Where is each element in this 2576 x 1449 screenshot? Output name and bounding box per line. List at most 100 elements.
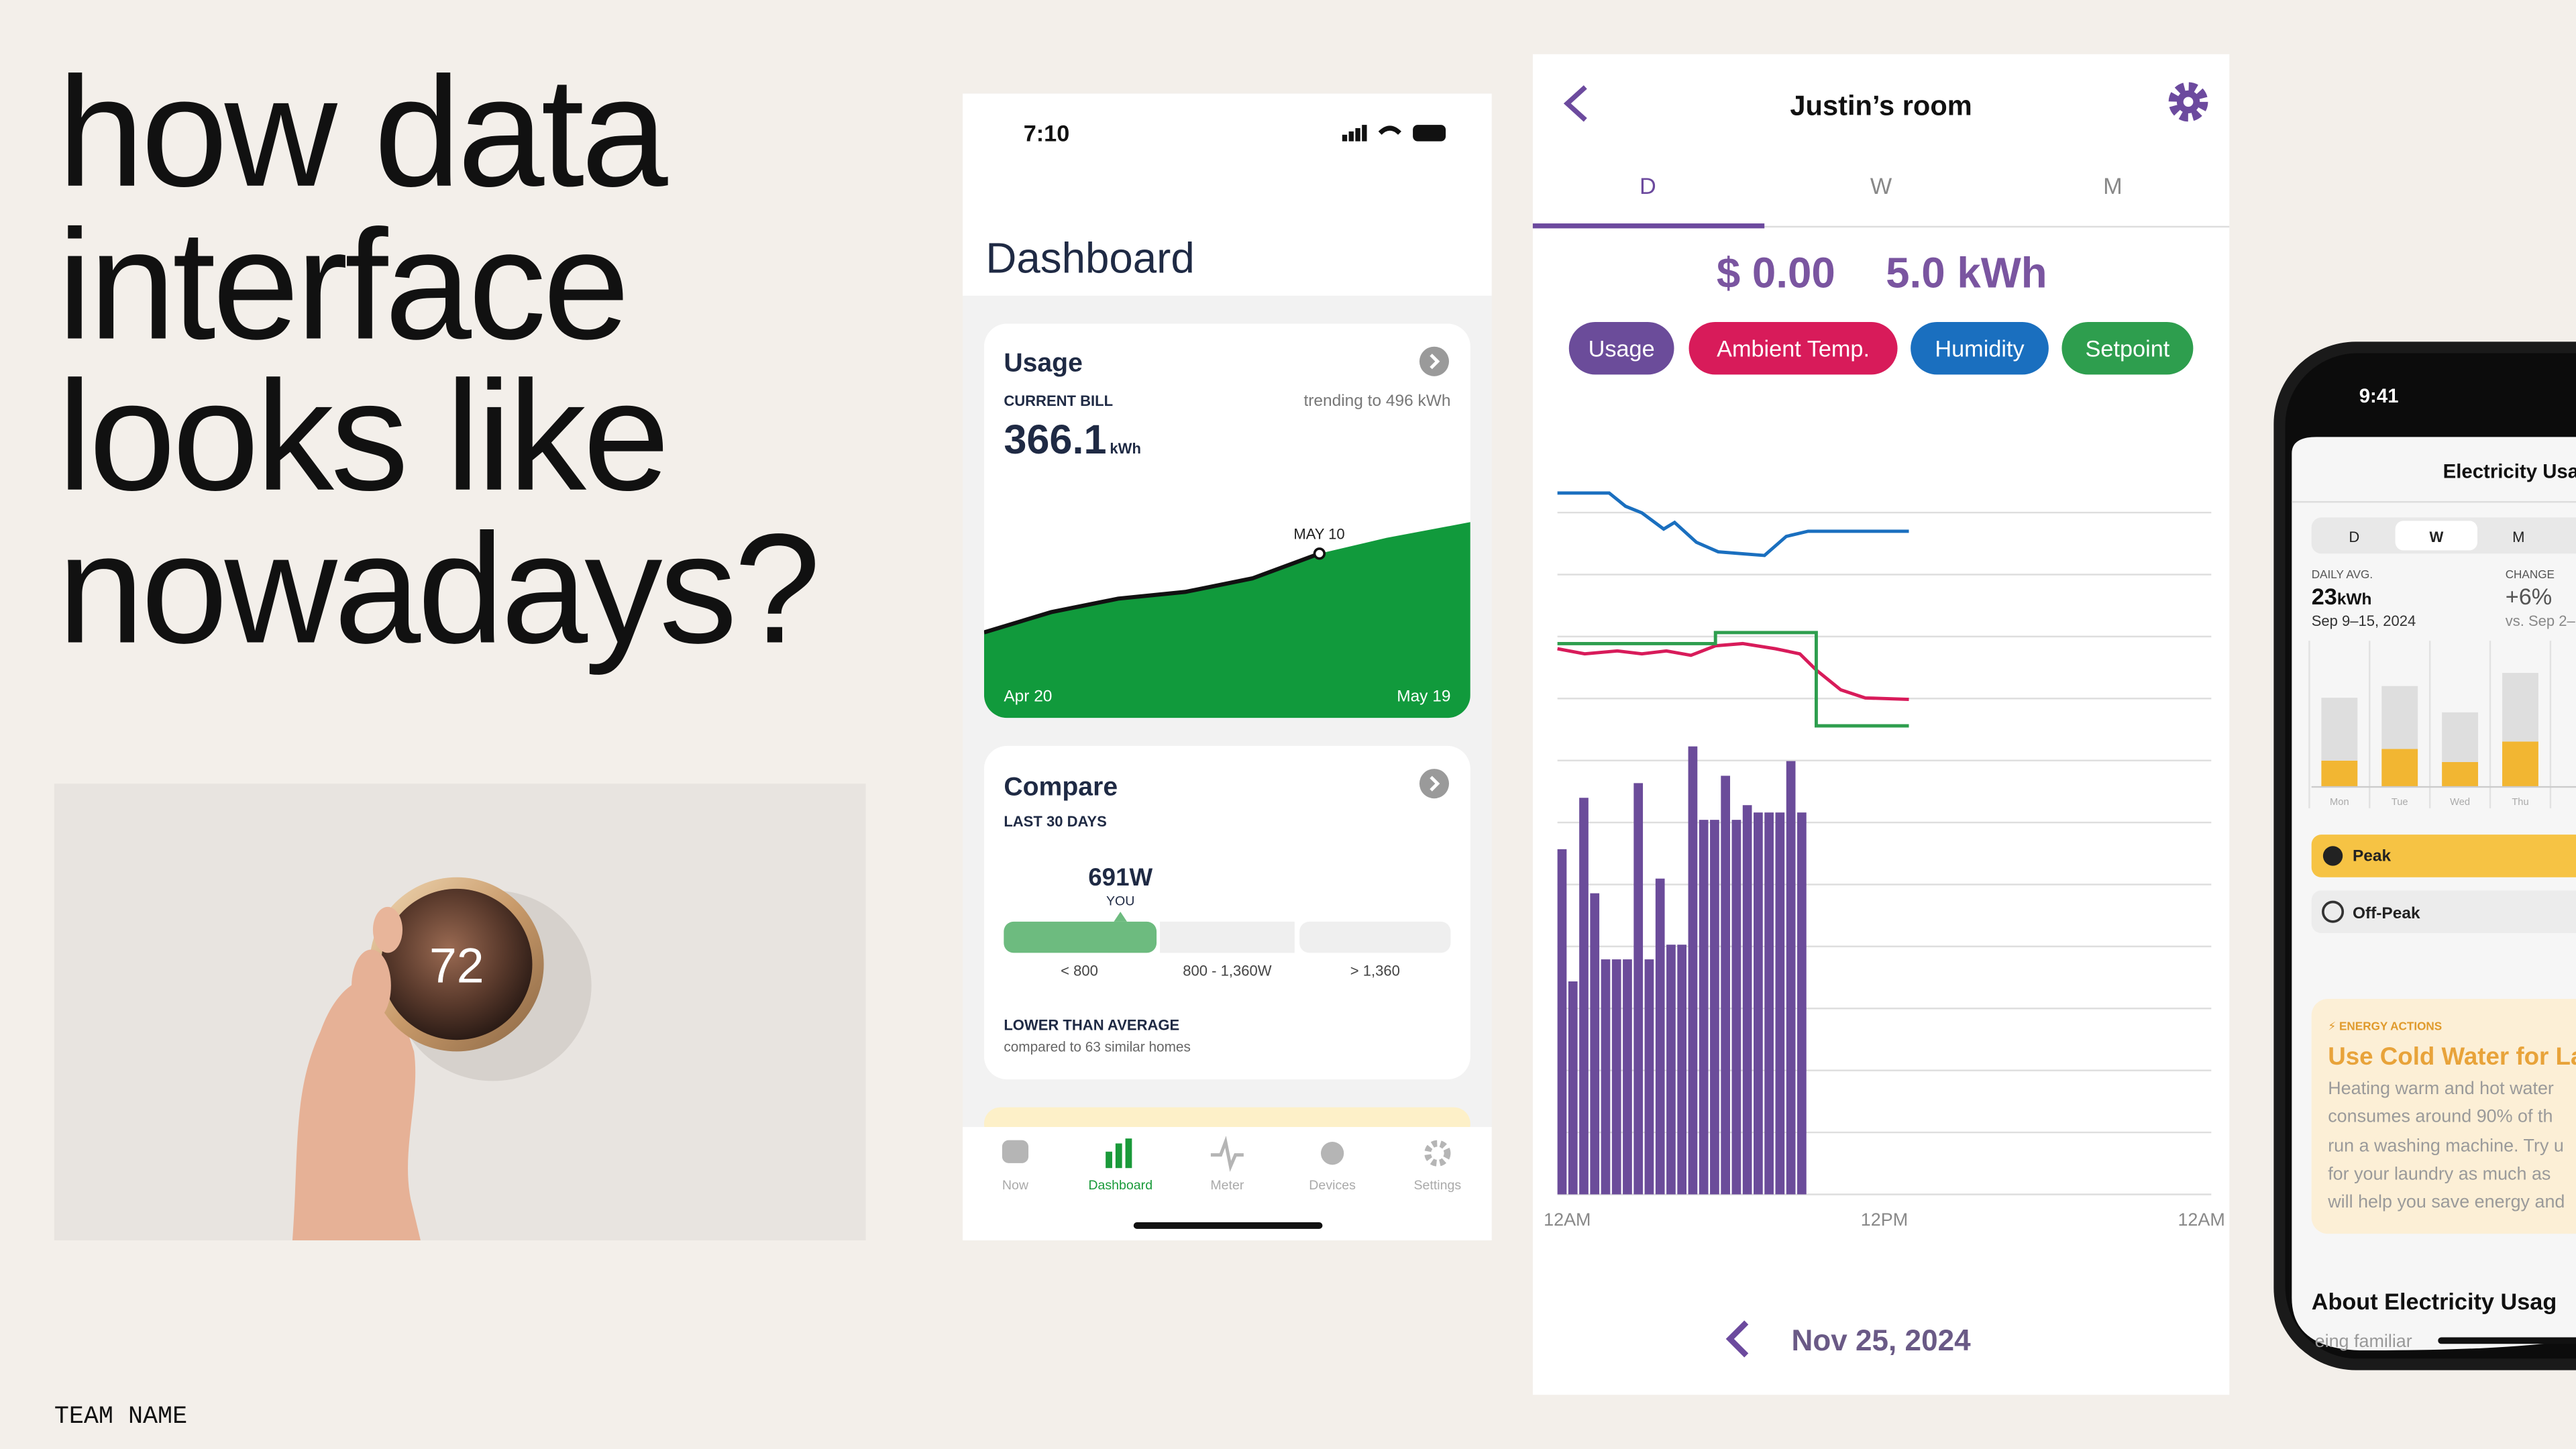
gear-hole: [2183, 97, 2194, 107]
bar-segment: [2321, 760, 2358, 788]
legend-label: Off-Peak: [2353, 904, 2420, 922]
range-label: > 1,360: [1350, 963, 1400, 979]
status-time: 9:41: [2359, 385, 2399, 407]
stat-value: 23kWh: [2312, 584, 2372, 610]
bar: [1742, 805, 1752, 1195]
thermostat-face: [381, 888, 533, 1040]
range-label: 800 - 1,360W: [1183, 963, 1271, 979]
compare-value: 691W: [1088, 863, 1152, 891]
bar: [1601, 959, 1611, 1195]
status-time: 7:10: [1024, 121, 1070, 147]
action-card[interactable]: [2311, 998, 2576, 1234]
back-button[interactable]: [1563, 85, 1587, 122]
x-tick-label: 12PM: [1861, 1210, 1908, 1230]
chevron-button[interactable]: [1419, 346, 1449, 376]
bar-segment: [2502, 741, 2538, 788]
electricity-chart: Mon Tue Wed Thu: [2308, 641, 2576, 808]
headline: interface: [58, 197, 627, 372]
unit: kWh: [1110, 440, 1141, 457]
period-tab[interactable]: W: [1870, 174, 1892, 199]
electricity-phone: 9:41 Electricity Usa D W M DAILY AVG. 23…: [2273, 341, 2576, 1371]
legend-label: Peak: [2353, 847, 2392, 865]
room-screen: Justin’s room D W M $ 0.00 5.0 kWh 12AM 1…: [1532, 54, 2230, 1395]
bar: [1775, 812, 1785, 1195]
bar: [1677, 945, 1687, 1195]
screen-title: Electricity Usa: [2443, 461, 2576, 483]
legend-icon: [2322, 900, 2345, 923]
chevron: [1430, 775, 1440, 792]
tab-icons: [1002, 1136, 1451, 1172]
period-tab[interactable]: M: [2512, 529, 2524, 545]
chevron-button[interactable]: [1419, 769, 1449, 799]
period-tab[interactable]: D: [1640, 174, 1656, 199]
bar: [1655, 878, 1665, 1195]
bar: [1590, 893, 1600, 1195]
tab[interactable]: Settings: [1413, 1178, 1461, 1193]
cost: $ 0.00: [1717, 250, 1835, 297]
action-body: Heating warm and hot water: [2328, 1078, 2554, 1098]
legend-chip[interactable]: [1688, 322, 1898, 375]
legend-label: Humidity: [1935, 336, 2025, 362]
line: [1557, 631, 1909, 728]
legend-chip[interactable]: [2061, 322, 2194, 375]
bar-segment: [2381, 686, 2418, 749]
headline: how data: [58, 45, 669, 219]
thermostat-reading: 72: [429, 937, 484, 993]
stat-range: vs. Sep 2–: [2506, 612, 2576, 629]
bar: [1764, 812, 1774, 1195]
hand: [292, 977, 421, 1240]
divider: [2292, 500, 2576, 503]
trend: trending to 496 kWh: [1303, 392, 1450, 410]
previous-day[interactable]: [1725, 1320, 1749, 1358]
bar: [1786, 761, 1796, 1195]
legend-label: Usage: [1589, 336, 1655, 362]
legend-row[interactable]: [2311, 890, 2576, 934]
bar: [1633, 783, 1644, 1195]
x-start-label: Apr 20: [1004, 688, 1052, 706]
value: 23: [2312, 584, 2337, 610]
range-segment: [1299, 921, 1451, 953]
summary: LOWER THAN AVERAGE: [1004, 1017, 1179, 1034]
period-tab[interactable]: W: [2429, 529, 2443, 545]
segment-selected: [2395, 521, 2478, 551]
x-tick-label: Wed: [2450, 797, 2470, 808]
bar: [1644, 959, 1654, 1195]
compare-caption: YOU: [1106, 894, 1134, 908]
date: Nov 25, 2024: [1792, 1324, 1972, 1357]
line: [983, 551, 1320, 635]
settings-button[interactable]: [2168, 82, 2208, 122]
marker: [1114, 912, 1127, 922]
x-tick-label: Mon: [2330, 797, 2349, 808]
headline: looks like: [58, 349, 667, 523]
area: [983, 522, 1470, 718]
header: [963, 93, 1492, 296]
legend-label: Setpoint: [2086, 336, 2170, 362]
x-tick-label: Thu: [2512, 797, 2528, 808]
bill-value: 366.1 kWh: [1004, 417, 1141, 462]
dashboard-screen: 7:10 Dashboard Usage CURRENT BILL trendi…: [963, 93, 1492, 1240]
legend-row[interactable]: [2311, 835, 2576, 877]
legend-chip[interactable]: [1568, 322, 1674, 375]
bar-segment: [2502, 673, 2538, 742]
period-tab[interactable]: D: [2349, 529, 2359, 545]
screen-title: Justin’s room: [1790, 89, 1972, 121]
stat-label: DAILY AVG.: [2312, 568, 2373, 581]
tab[interactable]: Meter: [1210, 1178, 1244, 1193]
stat-value: +6%: [2506, 584, 2553, 610]
bar: [1797, 812, 1807, 1195]
tab[interactable]: Devices: [1309, 1178, 1356, 1193]
section-title: About Electricity Usag: [2312, 1289, 2557, 1315]
thermostat-photo: 72: [54, 784, 866, 1240]
bar-segment: [2442, 762, 2479, 788]
tag: ENERGY ACTIONS: [2339, 1020, 2442, 1033]
compare-card[interactable]: [983, 745, 1470, 1079]
period-tab[interactable]: M: [2103, 174, 2123, 199]
bolt: ⚡: [2328, 1020, 2339, 1033]
tab[interactable]: Dashboard: [1088, 1178, 1152, 1193]
range-segment: [1159, 921, 1295, 953]
tab[interactable]: Now: [1002, 1178, 1029, 1193]
section-body: eing familiar: [2315, 1331, 2412, 1351]
legend-chip[interactable]: [1911, 322, 2049, 375]
